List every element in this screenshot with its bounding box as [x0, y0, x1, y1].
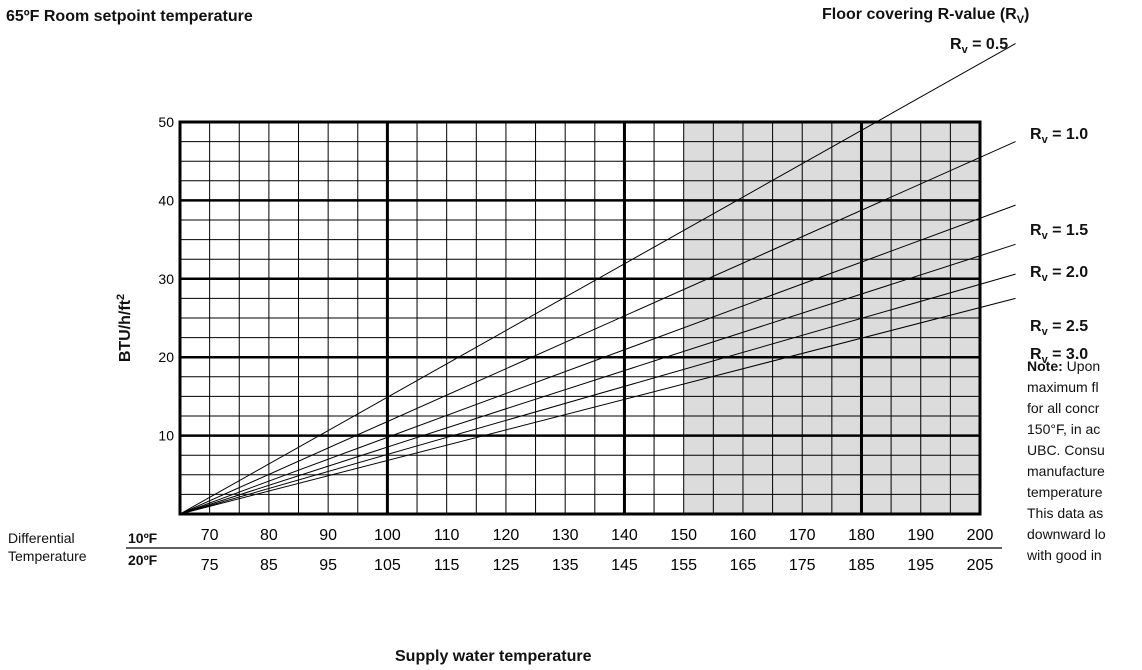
series-label-value: = 2.0 [1047, 264, 1089, 281]
note-bold: Note: [1027, 358, 1063, 374]
series-line [179, 141, 1016, 515]
x-tick-label-20f: 115 [434, 557, 460, 574]
series-label-value: = 1.0 [1047, 126, 1089, 143]
note-line: manufacture [1027, 463, 1105, 479]
x-tick-label-10f: 160 [730, 527, 757, 544]
x-tick-label-10f: 190 [907, 527, 934, 544]
series-label-letter: R [1030, 222, 1042, 239]
series-label: Rv = 2.0 [1030, 264, 1088, 284]
x-tick-label-10f: 120 [493, 527, 520, 544]
x-tick-label-20f: 195 [907, 557, 934, 574]
x-tick-label-20f: 185 [848, 557, 875, 574]
note-line: This data as [1027, 505, 1104, 521]
series-label-subscript: v [1041, 272, 1048, 285]
series-label-subscript: v [1041, 134, 1048, 147]
x-tick-label-10f: 80 [260, 527, 278, 544]
x-tick-label-20f: 205 [967, 557, 994, 574]
x-tick-label-10f: 180 [848, 527, 875, 544]
x-tick-label-20f: 95 [319, 557, 337, 574]
series-layer [179, 43, 1016, 515]
series-label-subscript: v [1041, 326, 1048, 339]
x-tick-label-10f: 200 [967, 527, 994, 544]
x-tick-label-10f: 100 [374, 527, 401, 544]
y-axis-label: BTU/h/ft2 [115, 294, 135, 362]
tick-label-layer: 10 20 30 40 50 70 80 90 100 110 120 130 140 150 160 170… [126, 114, 1002, 574]
legend-title-text: Floor covering R-value (R [822, 6, 1017, 23]
x-tick-label-20f: 155 [670, 557, 697, 574]
x-tick-label-20f: 135 [552, 557, 579, 574]
y-tick-label: 40 [158, 192, 174, 208]
x-tick-label-20f: 105 [374, 557, 401, 574]
x-axis-label: Supply water temperature [395, 648, 592, 665]
series-line [179, 243, 1016, 515]
x-tick-label-20f: 75 [201, 557, 219, 574]
series-label-subscript: v [1041, 354, 1048, 367]
y-tick-label: 30 [158, 271, 174, 287]
note-line: UBC. Consu [1027, 442, 1105, 458]
series-line [179, 204, 1016, 515]
series-label: Rv = 1.0 [1030, 126, 1088, 146]
series-label-letter: R [1030, 346, 1042, 363]
note-line: with good in [1027, 547, 1102, 563]
x-tick-label-20f: 145 [611, 557, 638, 574]
note-line: maximum fl [1027, 379, 1099, 395]
note-line: 150°F, in ac [1027, 421, 1101, 437]
x-tick-label-20f: 165 [730, 557, 757, 574]
series-line [179, 297, 1016, 515]
differential-label: Differential [8, 530, 75, 546]
series-label: Rv = 0.5 [950, 36, 1008, 56]
grid-layer [178, 120, 982, 516]
series-label-letter: R [1030, 318, 1042, 335]
series-line [179, 273, 1016, 515]
series-label: Rv = 1.5 [1030, 222, 1088, 242]
note-line: for all concr [1027, 400, 1100, 416]
series-label-subscript: v [1041, 230, 1048, 243]
note-line: temperature [1027, 484, 1103, 500]
temperature-label: Temperature [8, 548, 87, 564]
y-tick-label: 50 [158, 114, 174, 130]
series-label-value: = 0.5 [967, 36, 1009, 53]
diff-unit-20f: 20ºF [128, 552, 158, 568]
plot-frame [178, 120, 982, 516]
note-line: Upon [1062, 358, 1101, 374]
note-text: Note: Upon maximum fl for all concr 150°F, … [1027, 356, 1142, 566]
series-label-value: = 1.5 [1047, 222, 1089, 239]
note-line: downward lo [1027, 526, 1106, 542]
series-label: Rv = 3.0 [1030, 346, 1088, 366]
series-label: Rv = 2.5 [1030, 318, 1088, 338]
x-tick-label-10f: 150 [670, 527, 697, 544]
x-tick-label-10f: 170 [789, 527, 816, 544]
legend-title: Floor covering R-value (RV) [822, 6, 1029, 26]
y-tick-label: 20 [158, 349, 174, 365]
y-axis-label-superscript: 2 [114, 293, 127, 300]
x-tick-label-10f: 130 [552, 527, 579, 544]
y-axis-label-text: BTU/h/ft [117, 299, 135, 363]
x-tick-label-10f: 70 [201, 527, 219, 544]
series-label-subscript: v [961, 44, 968, 57]
series-line [179, 43, 1016, 515]
series-label-value: = 3.0 [1047, 346, 1089, 363]
chart-title: 65ºF Room setpoint temperature [6, 8, 253, 25]
series-label-letter: R [1030, 264, 1042, 281]
x-tick-label-20f: 175 [789, 557, 816, 574]
x-tick-label-20f: 85 [260, 557, 278, 574]
diff-unit-10f: 10ºF [128, 530, 158, 546]
series-label-letter: R [950, 36, 962, 53]
series-label-value: = 2.5 [1047, 318, 1089, 335]
series-label-letter: R [1030, 126, 1042, 143]
x-tick-label-20f: 125 [493, 557, 520, 574]
legend-title-subscript: V [1016, 14, 1025, 27]
x-tick-label-10f: 90 [319, 527, 337, 544]
legend-title-close: ) [1024, 6, 1030, 23]
x-tick-label-10f: 140 [611, 527, 638, 544]
y-tick-label: 10 [158, 428, 174, 444]
x-tick-label-10f: 110 [434, 527, 460, 544]
